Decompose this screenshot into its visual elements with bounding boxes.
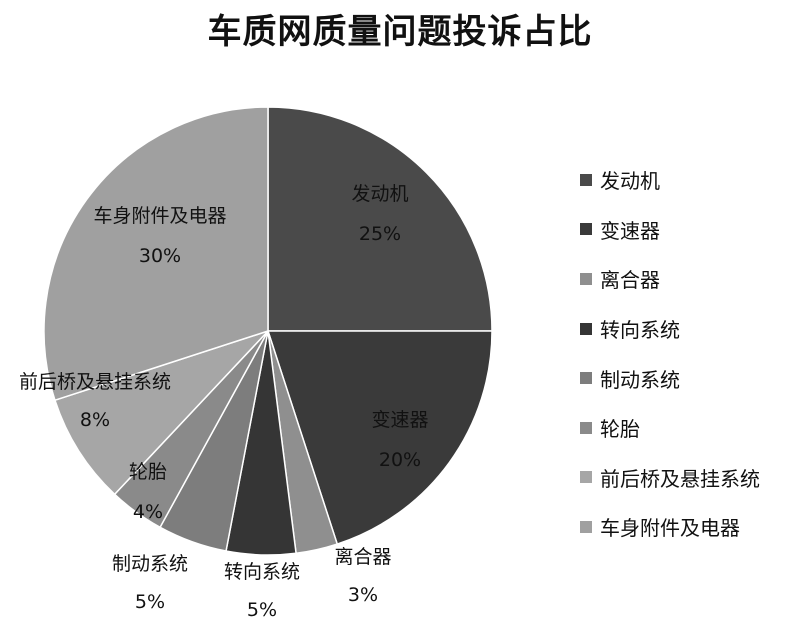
legend-swatch (580, 322, 592, 335)
legend-item: 前后桥及悬挂系统 (580, 453, 760, 503)
slice-percent-label: 30% (139, 245, 181, 267)
slice-name-label: 制动系统 (112, 553, 188, 575)
slice-percent-label: 5% (135, 591, 165, 613)
legend: 发动机变速器离合器转向系统制动系统轮胎前后桥及悬挂系统 车身附件及电器 (580, 155, 760, 552)
slice-labels: 发动机 25% 变速器 20% 离合器 3% 转向系统 5% 制动系统 5% 轮胎 4% 前后桥及悬挂系… (19, 183, 429, 621)
legend-swatch (580, 471, 592, 484)
pie-slice (43, 106, 269, 402)
pie-slice (266, 330, 493, 545)
slice-percent-label: 8% (80, 409, 110, 431)
legend-label: 离合器 (600, 268, 660, 293)
pie-slices (43, 106, 493, 556)
legend-item: 制动系统 (580, 353, 760, 403)
legend-swatch (580, 520, 592, 533)
slice-name-label: 车身附件及电器 (93, 205, 226, 227)
legend-item: 转向系统 (580, 304, 760, 354)
slice-percent-label: 20% (379, 449, 421, 471)
legend-swatch (580, 421, 592, 434)
legend-label: 制动系统 (600, 367, 680, 392)
legend-item: 变速器 (580, 205, 760, 255)
legend-item: 轮胎 (580, 403, 760, 453)
legend-label: 前后桥及悬挂系统 (600, 466, 760, 491)
legend-item: 离合器 (580, 254, 760, 304)
slice-name-label: 转向系统 (224, 561, 300, 583)
legend-swatch (580, 223, 592, 236)
slice-name-label: 发动机 (351, 183, 408, 205)
legend-item: 车身附件及电器 (580, 502, 760, 552)
slice-percent-label: 3% (348, 584, 378, 606)
chart-title: 车质网质量问题投诉占比 (207, 12, 593, 52)
legend-label: 车身附件及电器 (600, 516, 740, 541)
slice-name-label: 变速器 (371, 409, 428, 431)
pie-slice (54, 330, 269, 496)
slice-name-label: 轮胎 (129, 461, 167, 483)
legend-label: 变速器 (600, 218, 660, 243)
legend-label: 转向系统 (600, 318, 680, 343)
legend-label: 发动机 (600, 169, 660, 194)
legend-swatch (580, 173, 592, 186)
slice-name-label: 前后桥及悬挂系统 (19, 371, 171, 393)
legend-swatch (580, 272, 592, 285)
legend-swatch (580, 372, 592, 385)
slice-percent-label: 4% (133, 501, 163, 523)
legend-item: 发动机 (580, 155, 760, 205)
legend-label: 轮胎 (600, 417, 640, 442)
slice-percent-label: 25% (359, 223, 401, 245)
pie-slice (267, 106, 493, 332)
slice-name-label: 离合器 (334, 546, 391, 568)
slice-percent-label: 5% (247, 599, 277, 621)
